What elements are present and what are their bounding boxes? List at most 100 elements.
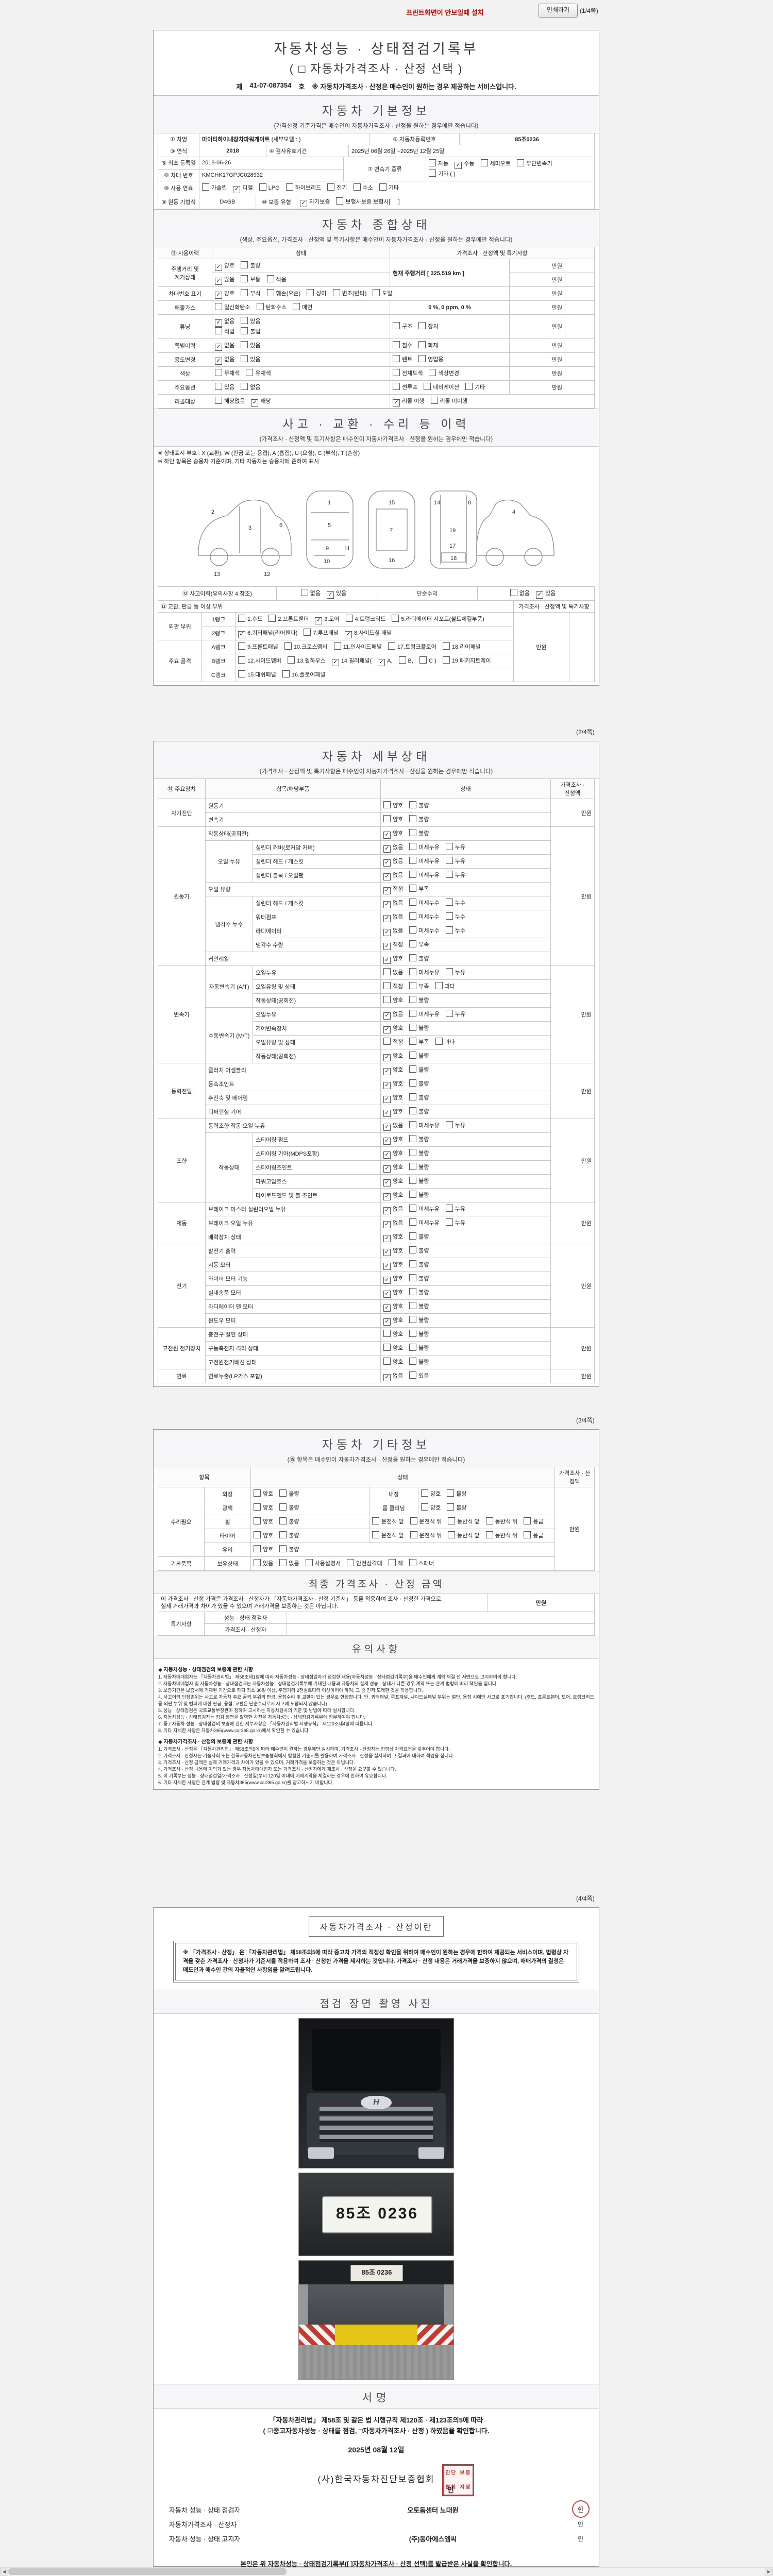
checkbox[interactable] <box>372 1531 379 1538</box>
checkbox[interactable] <box>383 1235 391 1242</box>
checkbox[interactable] <box>480 159 488 166</box>
checkbox[interactable] <box>421 1489 428 1497</box>
checkbox[interactable] <box>409 1302 417 1309</box>
checkbox[interactable] <box>279 1545 287 1552</box>
checkbox[interactable] <box>383 1038 391 1045</box>
checkbox[interactable] <box>383 957 391 964</box>
checkbox[interactable] <box>447 1503 455 1511</box>
checkbox[interactable] <box>300 200 307 207</box>
checkbox[interactable] <box>383 1207 391 1214</box>
checkbox[interactable] <box>293 303 300 310</box>
checkbox[interactable] <box>315 617 323 624</box>
checkbox[interactable] <box>373 289 380 296</box>
checkbox[interactable] <box>215 292 222 299</box>
checkbox[interactable] <box>383 1318 391 1326</box>
checkbox[interactable] <box>215 358 222 365</box>
checkbox[interactable] <box>254 1517 261 1524</box>
checkbox[interactable] <box>383 1358 391 1365</box>
checkbox[interactable] <box>409 843 417 850</box>
checkbox[interactable] <box>409 1330 417 1337</box>
checkbox[interactable] <box>383 1179 391 1187</box>
checkbox[interactable] <box>445 1205 453 1212</box>
checkbox[interactable] <box>279 1531 287 1538</box>
checkbox[interactable] <box>241 275 248 282</box>
checkbox[interactable] <box>238 631 245 638</box>
checkbox[interactable] <box>383 996 391 1003</box>
checkbox[interactable] <box>233 186 241 193</box>
checkbox[interactable] <box>215 397 222 404</box>
checkbox[interactable] <box>241 355 248 362</box>
checkbox[interactable] <box>447 1489 455 1497</box>
checkbox[interactable] <box>254 1503 261 1511</box>
checkbox[interactable] <box>393 341 400 348</box>
checkbox[interactable] <box>241 317 248 324</box>
checkbox[interactable] <box>455 162 462 169</box>
checkbox[interactable] <box>409 968 417 975</box>
checkbox[interactable] <box>465 383 473 390</box>
checkbox[interactable] <box>331 659 339 666</box>
checkbox[interactable] <box>254 1559 261 1566</box>
checkbox[interactable] <box>327 183 335 191</box>
checkbox[interactable] <box>409 1107 417 1114</box>
checkbox[interactable] <box>445 843 453 850</box>
checkbox[interactable] <box>383 1082 391 1089</box>
checkbox[interactable] <box>383 1124 391 1131</box>
checkbox[interactable] <box>445 1218 453 1226</box>
checkbox[interactable] <box>409 1344 417 1351</box>
checkbox[interactable] <box>383 801 391 808</box>
checkbox[interactable] <box>238 656 245 664</box>
checkbox[interactable] <box>409 1218 417 1226</box>
checkbox[interactable] <box>379 183 386 191</box>
checkbox[interactable] <box>383 1330 391 1337</box>
checkbox[interactable] <box>510 589 517 596</box>
checkbox[interactable] <box>409 1121 417 1128</box>
checkbox[interactable] <box>393 399 400 406</box>
checkbox[interactable] <box>392 615 399 622</box>
checkbox[interactable] <box>279 1489 287 1497</box>
checkbox[interactable] <box>418 341 426 348</box>
checkbox[interactable] <box>241 341 248 348</box>
checkbox[interactable] <box>516 159 524 166</box>
scroll-right-arrow[interactable]: ▶ <box>765 2568 773 2575</box>
checkbox[interactable] <box>524 1517 531 1524</box>
checkbox[interactable] <box>266 275 274 282</box>
checkbox[interactable] <box>383 1374 391 1381</box>
checkbox[interactable] <box>409 1038 417 1045</box>
checkbox[interactable] <box>383 1193 391 1200</box>
checkbox[interactable] <box>246 369 254 376</box>
checkbox[interactable] <box>409 1177 417 1184</box>
checkbox[interactable] <box>409 801 417 808</box>
checkbox[interactable] <box>393 355 400 362</box>
checkbox[interactable] <box>336 197 344 205</box>
checkbox[interactable] <box>304 629 311 636</box>
checkbox[interactable] <box>485 1531 493 1538</box>
checkbox[interactable] <box>383 943 391 950</box>
checkbox[interactable] <box>215 278 222 285</box>
checkbox[interactable] <box>241 327 248 334</box>
checkbox[interactable] <box>347 1559 355 1566</box>
checkbox[interactable] <box>279 1517 287 1524</box>
checkbox[interactable] <box>445 871 453 878</box>
checkbox[interactable] <box>409 982 417 989</box>
checkbox[interactable] <box>383 845 391 853</box>
checkbox[interactable] <box>383 1138 391 1145</box>
checkbox[interactable] <box>383 1068 391 1075</box>
checkbox[interactable] <box>409 1065 417 1073</box>
checkbox[interactable] <box>383 1165 391 1173</box>
checkbox[interactable] <box>215 303 222 310</box>
checkbox[interactable] <box>284 642 292 650</box>
checkbox[interactable] <box>409 871 417 878</box>
checkbox[interactable] <box>202 183 209 191</box>
checkbox[interactable] <box>409 940 417 947</box>
checkbox[interactable] <box>409 1024 417 1031</box>
checkbox[interactable] <box>409 815 417 822</box>
checkbox[interactable] <box>256 303 264 310</box>
checkbox[interactable] <box>215 327 222 334</box>
checkbox[interactable] <box>409 1260 417 1267</box>
checkbox[interactable] <box>215 383 222 390</box>
print-button[interactable]: 인쇄하기 <box>539 4 578 18</box>
checkbox[interactable] <box>409 1079 417 1087</box>
checkbox[interactable] <box>383 859 391 867</box>
checkbox[interactable] <box>430 397 438 404</box>
checkbox[interactable] <box>215 264 222 271</box>
